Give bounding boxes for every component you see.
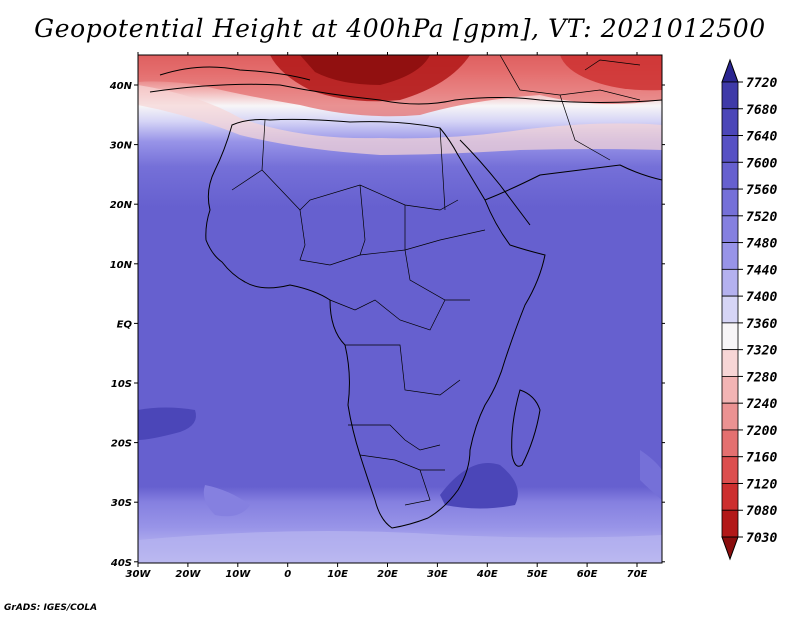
- colorbar-cell: [721, 215, 739, 243]
- colorbar-cell: [721, 483, 739, 511]
- map-title: Geopotential Height at 400hPa [gpm], VT:…: [34, 14, 766, 43]
- colorbar-cell: [721, 161, 739, 190]
- colorbar-cell: [721, 188, 739, 217]
- lon-tick-label: 50E: [527, 569, 548, 580]
- colorbar-label: 7320: [746, 344, 777, 359]
- lon-tick-label: 70E: [627, 569, 648, 580]
- colorbar-label: 7080: [746, 504, 777, 519]
- lat-tick-label: 20N: [110, 200, 133, 211]
- colorbar-cell: [721, 349, 739, 377]
- colorbar-label: 7720: [746, 76, 777, 91]
- colorbar-label: 7560: [746, 183, 777, 198]
- lat-tick-label: 10S: [111, 379, 132, 390]
- coastlines: [149, 66, 662, 529]
- colorbar-cell: [721, 402, 739, 431]
- colorbar-cell: [721, 81, 739, 110]
- colorbar-cell: [721, 268, 739, 297]
- colorbar-cell: [721, 376, 739, 404]
- colorbar-label: 7240: [746, 397, 777, 412]
- colorbar-label: 7680: [746, 103, 777, 118]
- colorbar-label: 7200: [746, 424, 777, 439]
- colorbar-label: 7160: [746, 451, 777, 466]
- lon-tick-label: 30E: [427, 569, 448, 580]
- colorbar-label: 7120: [746, 477, 777, 492]
- lon-tick-label: 60E: [577, 569, 598, 580]
- colorbar-label: 7360: [746, 317, 777, 332]
- colorbar: 7720 7680 7640 7600 7560 7520 7480 7440 7400 7360…: [721, 58, 777, 561]
- lon-tick-label: 40E: [476, 569, 498, 580]
- height-field: [138, 55, 662, 563]
- plot-frame: [137, 54, 663, 564]
- colorbar-cell: [721, 242, 739, 270]
- lon-tick-label: 10E: [327, 569, 348, 580]
- lat-tick-label: 40N: [109, 81, 133, 92]
- colorbar-cell: [721, 509, 739, 538]
- colorbar-cell: [721, 108, 739, 136]
- colorbar-label: 7030: [746, 531, 777, 546]
- colorbar-label: 7520: [746, 210, 777, 225]
- country-borders: [231, 55, 641, 506]
- colorbar-label: 7640: [746, 130, 777, 145]
- grads-credit: GrADS: IGES/COLA: [4, 603, 98, 613]
- lon-tick-label: 30W: [126, 569, 152, 580]
- lon-tick-label: 10W: [225, 569, 251, 580]
- lat-tick-label: 30S: [111, 498, 132, 509]
- lat-tick-label: 30N: [110, 141, 133, 152]
- lat-tick-label: 10N: [110, 260, 133, 271]
- lat-tick-label: EQ: [117, 319, 133, 330]
- colorbar-cell: [721, 322, 739, 351]
- lat-tick-label: 40S: [110, 558, 132, 569]
- colorbar-label: 7480: [746, 237, 777, 252]
- lon-tick-label: 20E: [377, 569, 398, 580]
- lon-tick-label: 0: [284, 569, 291, 580]
- colorbar-min-triangle: [721, 536, 739, 561]
- colorbar-cell: [721, 295, 739, 324]
- colorbar-cell: [721, 429, 739, 458]
- colorbar-max-triangle: [721, 58, 739, 83]
- colorbar-label: 7400: [746, 290, 777, 305]
- lat-tick-label: 20S: [111, 439, 132, 450]
- colorbar-label: 7280: [746, 370, 777, 385]
- colorbar-label: 7440: [746, 263, 777, 278]
- colorbar-cell: [721, 456, 739, 484]
- lon-tick-label: 20W: [175, 569, 201, 580]
- colorbar-cell: [721, 135, 739, 163]
- colorbar-label: 7600: [746, 156, 777, 171]
